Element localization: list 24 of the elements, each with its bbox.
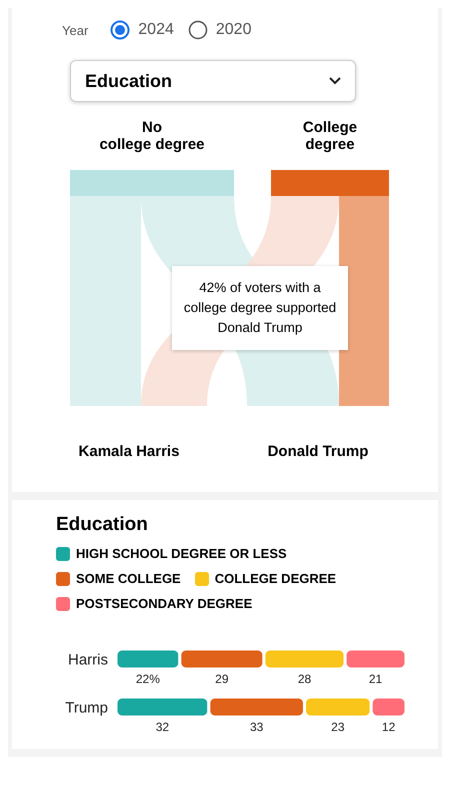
- legend-label: POSTSECONDARY DEGREE: [76, 596, 252, 611]
- text: Donald Trump: [268, 443, 368, 460]
- data-label: 29: [215, 672, 229, 686]
- text: Kamala Harris: [78, 443, 180, 460]
- category-label: No college degree: [99, 119, 205, 153]
- y-tick-label: Trump: [65, 699, 108, 716]
- data-label: 23: [331, 720, 345, 734]
- legend-label: SOME COLLEGE: [76, 571, 181, 586]
- data-label: 33: [250, 720, 264, 734]
- category-label: College degree: [302, 119, 358, 153]
- text: 2024: [138, 21, 174, 39]
- data-label: 22%: [136, 672, 160, 686]
- data-label: 12: [382, 720, 396, 734]
- legend-label: HIGH SCHOOL DEGREE OR LESS: [76, 546, 287, 561]
- text: 42% of voters with a college degree supported Donald Trump: [172, 266, 348, 350]
- data-label: 21: [368, 672, 383, 686]
- chart-title: Education: [56, 514, 149, 536]
- dropdown-field: Education: [70, 60, 356, 102]
- data-label: 28: [298, 672, 312, 686]
- text: Year: [62, 22, 88, 38]
- legend-label: COLLEGE DEGREE: [214, 571, 336, 586]
- text: 2020: [216, 21, 252, 39]
- y-tick-label: Harris: [68, 651, 108, 668]
- data-label: 32: [156, 720, 170, 734]
